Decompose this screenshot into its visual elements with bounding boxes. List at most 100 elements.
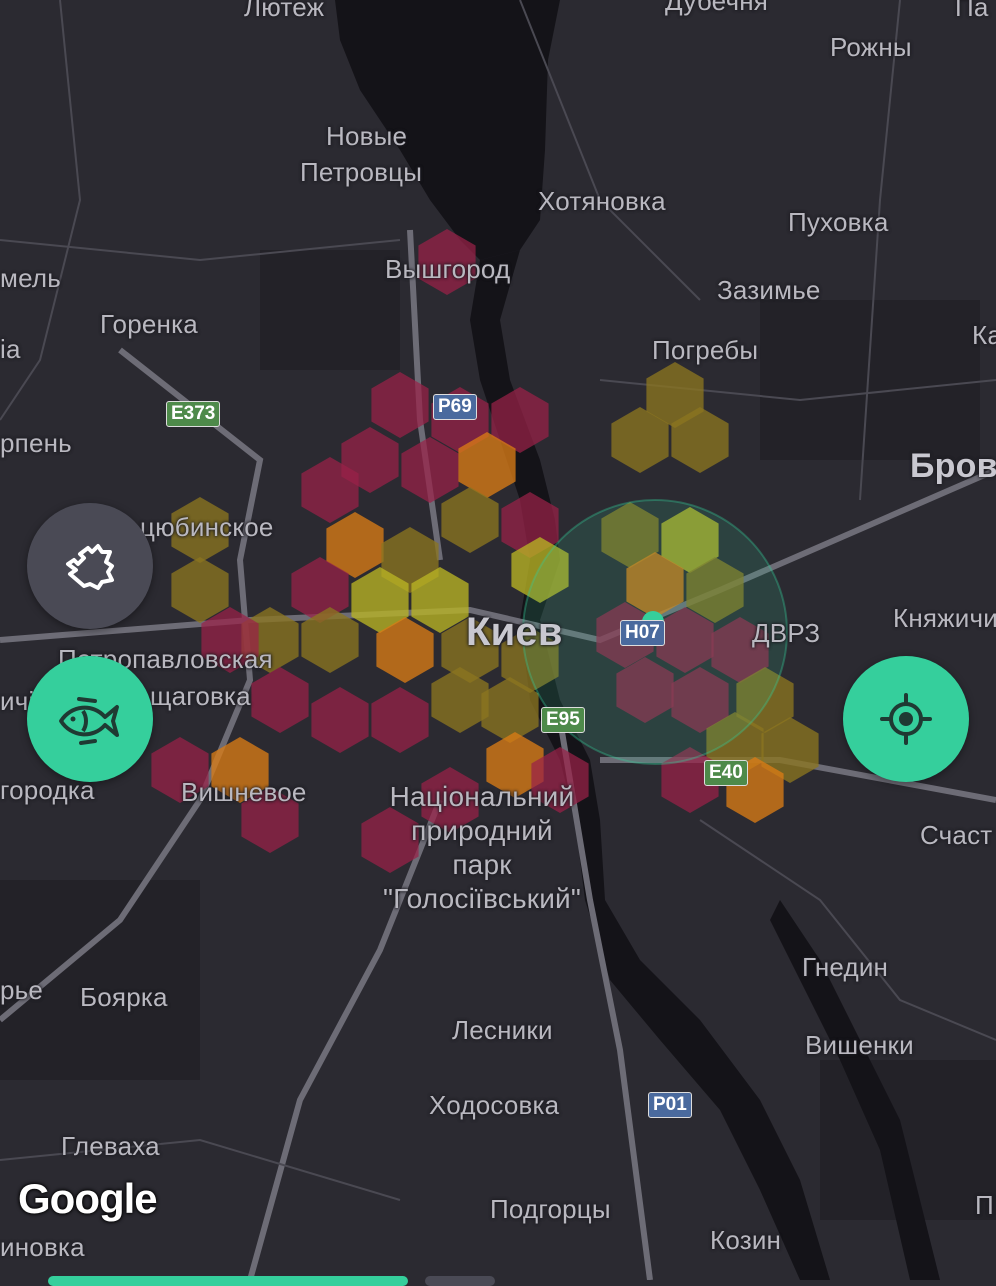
heat-hexagon-low bbox=[736, 667, 794, 733]
map-label: щаговка bbox=[150, 681, 251, 711]
bottom-sheet-handle[interactable] bbox=[48, 1276, 408, 1286]
map-label: Княжичи bbox=[893, 603, 996, 633]
heat-hexagon-low bbox=[171, 557, 229, 623]
heat-hexagon-medium bbox=[626, 552, 684, 618]
map-label: ДВРЗ bbox=[752, 618, 821, 648]
map-label: цюбинское bbox=[140, 512, 274, 542]
heat-hexagon-medium bbox=[458, 432, 516, 498]
heat-hexagon-lowest bbox=[661, 507, 719, 573]
heat-hexagon-medium bbox=[326, 512, 384, 578]
heat-hexagon-high bbox=[371, 372, 429, 438]
heat-hexagon-low bbox=[481, 677, 539, 743]
map-label: Лютеж bbox=[244, 0, 325, 22]
heat-hexagon-high bbox=[671, 667, 729, 733]
heat-hexagon-high bbox=[418, 229, 476, 295]
map-label: Дубечня bbox=[665, 0, 769, 16]
park-name-line: природний bbox=[411, 815, 553, 846]
map-label: Гнедин bbox=[802, 952, 889, 982]
heat-hexagon-high bbox=[151, 737, 209, 803]
layers-button[interactable] bbox=[27, 503, 153, 629]
map-label: іа bbox=[0, 334, 21, 364]
heat-hexagon-high bbox=[421, 767, 479, 833]
map-label: Подгорцы bbox=[490, 1194, 611, 1224]
heat-hexagon-high bbox=[711, 617, 769, 683]
map-label: Вышгород bbox=[385, 254, 511, 284]
heat-hexagon-lowest bbox=[411, 567, 469, 633]
road-shield: P01 bbox=[648, 1092, 692, 1118]
map-label: рпень bbox=[0, 428, 72, 458]
park-name-line: "Голосіївський" bbox=[382, 883, 582, 914]
heat-hexagon-low bbox=[646, 362, 704, 428]
heat-hexagon-low bbox=[686, 557, 744, 623]
map-label: Петровцы bbox=[300, 157, 423, 187]
map-label: Бров bbox=[910, 447, 996, 485]
park-name-line: Національний bbox=[389, 781, 575, 812]
map-label-city: Киев bbox=[466, 610, 563, 654]
map-label: Боярка bbox=[80, 982, 168, 1012]
heat-hexagon-high bbox=[251, 667, 309, 733]
heat-hexagon-medium bbox=[211, 737, 269, 803]
map-label: Вишенки bbox=[805, 1030, 914, 1060]
my-location-button[interactable] bbox=[843, 656, 969, 782]
heat-hexagon-low bbox=[441, 617, 499, 683]
road-shield: E373 bbox=[166, 401, 221, 427]
map-label: иновка bbox=[0, 1232, 85, 1262]
park-name-line: парк bbox=[452, 849, 512, 880]
map-label: Горенка bbox=[100, 309, 198, 339]
road-shield: E95 bbox=[541, 707, 585, 733]
heat-hexagon-lowest bbox=[351, 567, 409, 633]
heat-hexagon-high bbox=[241, 787, 299, 853]
heat-hexagon-high bbox=[291, 557, 349, 623]
heat-hexagon-high bbox=[491, 387, 549, 453]
map-label: Счаст bbox=[920, 820, 993, 850]
heat-hexagon-low bbox=[501, 627, 559, 693]
map-label: Глеваха bbox=[61, 1131, 160, 1161]
heat-hexagon-low bbox=[671, 407, 729, 473]
map-label-park: Національний природний парк "Голосіївськ… bbox=[352, 780, 612, 916]
heat-hexagon-low bbox=[441, 487, 499, 553]
map-label: Новые bbox=[326, 121, 408, 151]
map-label: Рожны bbox=[830, 32, 912, 62]
map-label: мель bbox=[0, 263, 61, 293]
map-label: Пуховка bbox=[788, 207, 889, 237]
bottom-sheet-tab[interactable] bbox=[425, 1276, 495, 1286]
heat-hexagon-medium bbox=[376, 617, 434, 683]
road-shield: E40 bbox=[704, 760, 748, 786]
heat-hexagon-high bbox=[311, 687, 369, 753]
heat-hexagon-low bbox=[611, 407, 669, 473]
map-label: Ка bbox=[972, 320, 996, 350]
heat-hexagon-high bbox=[201, 607, 259, 673]
heat-hexagon-lowest bbox=[511, 537, 569, 603]
map-label: Па bbox=[955, 0, 989, 22]
heat-hexagon-low bbox=[171, 497, 229, 563]
heat-hexagon-low bbox=[431, 667, 489, 733]
map-label: Ходосовка bbox=[429, 1090, 560, 1120]
map-label: Хотяновка bbox=[538, 186, 666, 216]
heat-hexagon-high bbox=[301, 457, 359, 523]
heat-hexagon-low bbox=[601, 502, 659, 568]
heatmap-layer bbox=[151, 229, 819, 873]
heat-hexagon-medium bbox=[486, 732, 544, 798]
map-label: рье bbox=[0, 975, 44, 1005]
map-label: Козин bbox=[710, 1225, 782, 1255]
crosshair-icon bbox=[880, 693, 932, 745]
dnieper-river bbox=[335, 0, 940, 1280]
map-label: Лесники bbox=[452, 1015, 553, 1045]
heat-hexagon-low bbox=[761, 717, 819, 783]
heat-hexagon-high bbox=[401, 437, 459, 503]
road-shield: P69 bbox=[433, 394, 477, 420]
google-logo: Google bbox=[18, 1175, 158, 1222]
fishing-spots-button[interactable] bbox=[27, 656, 153, 782]
heat-hexagon-high bbox=[616, 657, 674, 723]
fish-icon bbox=[59, 697, 119, 745]
map-label: Погребы bbox=[652, 335, 759, 365]
map-label: П bbox=[975, 1190, 994, 1220]
heat-hexagon-high bbox=[371, 687, 429, 753]
heat-hexagon-low bbox=[301, 607, 359, 673]
minor-roads bbox=[0, 0, 996, 1201]
heat-hexagon-high bbox=[531, 747, 589, 813]
road-shield: H07 bbox=[620, 620, 665, 646]
map-label: Зазимье bbox=[717, 275, 821, 305]
puzzle-icon bbox=[66, 544, 114, 590]
map-label: Вишневое bbox=[181, 777, 307, 807]
